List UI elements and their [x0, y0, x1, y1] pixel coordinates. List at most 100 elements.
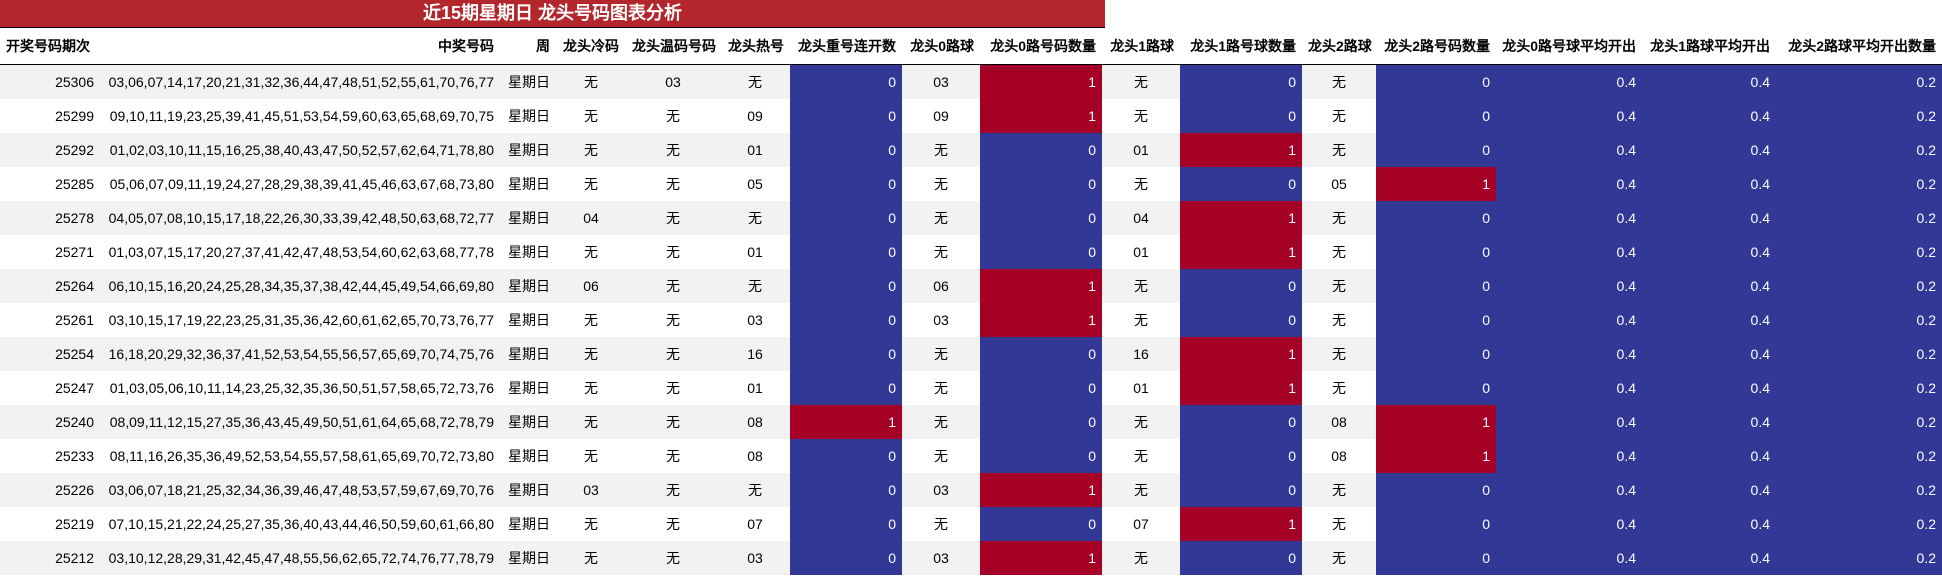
table-cell: 星期日 [500, 235, 556, 269]
table-cell: 无 [626, 473, 720, 507]
table-cell: 0.4 [1642, 439, 1776, 473]
table-cell: 0 [1376, 473, 1496, 507]
table-cell: 0 [1180, 99, 1302, 133]
table-row: 25285 05,06,07,09,11,19,24,27,28,29,38,39… [0, 167, 1942, 201]
table-cell: 1 [980, 303, 1102, 337]
table-row: 25264 06,10,15,16,20,24,25,28,34,35,37,38… [0, 269, 1942, 303]
table-cell: 1 [980, 269, 1102, 303]
table-cell: 09,10,11,19,23,25,39,41,45,51,53,54,59,6… [100, 99, 500, 133]
table-cell: 25226 [0, 473, 100, 507]
column-header: 龙头1路球 [1102, 28, 1180, 65]
table-cell: 0.2 [1776, 269, 1942, 303]
table-cell: 0.2 [1776, 541, 1942, 575]
table-cell: 无 [556, 337, 626, 371]
table-cell: 03,06,07,18,21,25,32,34,36,39,46,47,48,5… [100, 473, 500, 507]
table-cell: 0.4 [1642, 201, 1776, 235]
table-row: 25240 08,09,11,12,15,27,35,36,43,45,49,50… [0, 405, 1942, 439]
table-cell: 1 [980, 99, 1102, 133]
table-cell: 0.2 [1776, 99, 1942, 133]
table-cell: 16 [1102, 337, 1180, 371]
table-cell: 0.4 [1642, 337, 1776, 371]
table-cell: 07,10,15,21,22,24,25,27,35,36,40,43,44,4… [100, 507, 500, 541]
table-cell: 无 [626, 303, 720, 337]
table-cell: 星期日 [500, 64, 556, 99]
table-cell: 无 [626, 371, 720, 405]
table-cell: 0.2 [1776, 235, 1942, 269]
column-header: 龙头温码号码 [626, 28, 720, 65]
table-cell: 0 [790, 507, 902, 541]
table-row: 25226 03,06,07,18,21,25,32,34,36,39,46,47… [0, 473, 1942, 507]
table-cell: 03 [902, 541, 980, 575]
table-cell: 1 [1180, 201, 1302, 235]
table-cell: 0 [980, 371, 1102, 405]
table-cell: 01 [1102, 235, 1180, 269]
table-cell: 无 [1102, 167, 1180, 201]
table-cell: 0.4 [1642, 167, 1776, 201]
table-cell: 无 [720, 201, 790, 235]
table-cell: 09 [902, 99, 980, 133]
table-cell: 06 [902, 269, 980, 303]
table-row: 25306 03,06,07,14,17,20,21,31,32,36,44,47… [0, 64, 1942, 99]
table-cell: 无 [556, 167, 626, 201]
table-cell: 0 [1376, 337, 1496, 371]
table-cell: 01 [1102, 371, 1180, 405]
table-cell: 01,02,03,10,11,15,16,25,38,40,43,47,50,5… [100, 133, 500, 167]
table-cell: 无 [720, 269, 790, 303]
column-header: 龙头0路号码数量 [980, 28, 1102, 65]
table-cell: 0.4 [1496, 201, 1642, 235]
table-cell: 1 [1180, 507, 1302, 541]
header-row: 开奖号码期次 中奖号码周龙头冷码 龙头温码号码 龙头热号 龙头重号连开数 龙头0路球 龙头0… [0, 28, 1942, 65]
table-cell: 16,18,20,29,32,36,37,41,52,53,54,55,56,5… [100, 337, 500, 371]
table-cell: 无 [902, 405, 980, 439]
table-cell: 0 [1376, 541, 1496, 575]
table-cell: 01 [1102, 133, 1180, 167]
table-cell: 0 [1180, 303, 1302, 337]
table-cell: 星期日 [500, 201, 556, 235]
table-cell: 0 [1376, 99, 1496, 133]
table-cell: 无 [1102, 64, 1180, 99]
table-cell: 0.4 [1642, 473, 1776, 507]
table-row: 25261 03,10,15,17,19,22,23,25,31,35,36,42… [0, 303, 1942, 337]
table-cell: 0 [790, 541, 902, 575]
table-cell: 无 [902, 133, 980, 167]
table-cell: 0.4 [1496, 235, 1642, 269]
table-cell: 25299 [0, 99, 100, 133]
table-cell: 03,06,07,14,17,20,21,31,32,36,44,47,48,5… [100, 64, 500, 99]
table-cell: 0 [980, 133, 1102, 167]
table-cell: 05,06,07,09,11,19,24,27,28,29,38,39,41,4… [100, 167, 500, 201]
table-cell: 无 [1302, 201, 1376, 235]
table-cell: 01 [720, 235, 790, 269]
table-cell: 0.2 [1776, 371, 1942, 405]
table-cell: 无 [1302, 303, 1376, 337]
table-cell: 无 [626, 167, 720, 201]
table-row: 25299 09,10,11,19,23,25,39,41,45,51,53,54… [0, 99, 1942, 133]
column-header: 龙头1路球平均开出 [1642, 28, 1776, 65]
table-cell: 0 [790, 235, 902, 269]
table-cell: 星期日 [500, 167, 556, 201]
table-cell: 0 [790, 337, 902, 371]
table-cell: 0 [1180, 439, 1302, 473]
table-cell: 0 [790, 167, 902, 201]
table-row: 25254 16,18,20,29,32,36,37,41,52,53,54,55… [0, 337, 1942, 371]
table-cell: 0.2 [1776, 167, 1942, 201]
table-cell: 0.4 [1496, 541, 1642, 575]
table-row: 25219 07,10,15,21,22,24,25,27,35,36,40,43… [0, 507, 1942, 541]
table-cell: 0 [1376, 371, 1496, 405]
table-cell: 无 [1302, 235, 1376, 269]
table-cell: 04,05,07,08,10,15,17,18,22,26,30,33,39,4… [100, 201, 500, 235]
table-cell: 无 [626, 269, 720, 303]
table-row: 25292 01,02,03,10,11,15,16,25,38,40,43,47… [0, 133, 1942, 167]
table-cell: 08 [720, 439, 790, 473]
table-row: 25233 08,11,16,26,35,36,49,52,53,54,55,57… [0, 439, 1942, 473]
table-cell: 0.2 [1776, 64, 1942, 99]
table-cell: 0.4 [1496, 99, 1642, 133]
table-cell: 0 [790, 133, 902, 167]
table-cell: 0.4 [1642, 99, 1776, 133]
table-cell: 0 [980, 439, 1102, 473]
table-cell: 0.2 [1776, 473, 1942, 507]
table-cell: 星期日 [500, 541, 556, 575]
table-cell: 无 [626, 507, 720, 541]
table-cell: 无 [556, 507, 626, 541]
table-cell: 0 [1376, 303, 1496, 337]
table-cell: 25240 [0, 405, 100, 439]
